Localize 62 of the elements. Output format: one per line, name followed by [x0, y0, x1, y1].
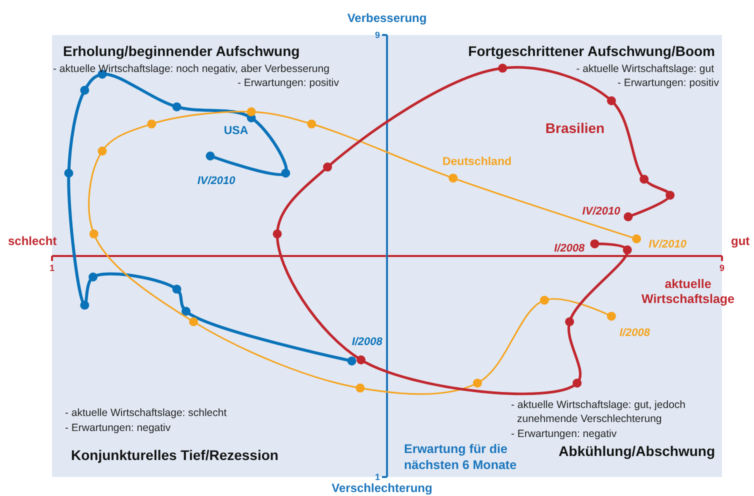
- text: Verschlechterung: [332, 481, 432, 495]
- point: [80, 300, 90, 310]
- annotation: I/2008: [619, 327, 651, 340]
- point: [356, 384, 365, 393]
- annotation: - Erwartungen: positiv: [617, 77, 720, 89]
- point: [540, 296, 549, 305]
- annotation: IV/2010: [582, 206, 622, 218]
- point: [189, 317, 198, 326]
- point: [172, 102, 182, 112]
- annotation: Erholung/beginnender Aufschwung: [63, 43, 300, 59]
- annotation: - aktuelle Wirtschaftslage: gut: [576, 63, 714, 75]
- point: [98, 146, 107, 156]
- annotation: IV/2010: [197, 174, 236, 187]
- point: [640, 174, 649, 184]
- point: [472, 378, 482, 388]
- point: [323, 162, 332, 172]
- point: [624, 212, 633, 222]
- annotation: - aktuelle Wirtschaftslage: gut, jedoch: [511, 399, 686, 411]
- point: [206, 151, 215, 160]
- annotation: I/2008: [352, 336, 384, 348]
- point: [281, 168, 290, 178]
- point: [498, 64, 508, 73]
- annotation: schlecht: [8, 234, 57, 248]
- annotation: - Erwartungen: negativ: [65, 422, 172, 434]
- point: [307, 119, 316, 128]
- point: [622, 245, 632, 254]
- annotation: Konjunkturelles Tief/Rezession: [71, 447, 278, 463]
- annotation: - aktuelle Wirtschaftslage: schlecht: [65, 407, 227, 419]
- y-axis-title: Erwartung für die nächsten 6 Monate: [404, 442, 517, 472]
- series-label: USA: [224, 125, 248, 137]
- text: Verbesserung: [347, 11, 427, 25]
- point: [88, 272, 98, 282]
- series-label: Brasilien: [545, 120, 605, 136]
- point: [632, 234, 642, 244]
- point: [147, 119, 156, 128]
- point: [448, 174, 458, 183]
- point: [590, 239, 600, 248]
- annotation: - Erwartungen: negativ: [511, 428, 618, 440]
- point: [182, 306, 190, 316]
- point: [565, 317, 574, 326]
- x-axis-title: aktuelle Wirtschaftslage: [642, 277, 735, 306]
- point: [172, 284, 182, 294]
- annotation: - Erwartungen: positiv: [237, 77, 340, 89]
- point: [572, 378, 582, 388]
- annotation: - aktuelle Wirtschaftslage: noch negativ, aber Verbesserung: [53, 63, 330, 75]
- point: [64, 168, 74, 178]
- annotation: Fortgeschrittener Aufschwung/Boom: [468, 43, 715, 59]
- point: [246, 107, 256, 116]
- point: [606, 96, 616, 106]
- point: [347, 356, 356, 366]
- point: [666, 190, 675, 200]
- annotation: I/2008: [554, 242, 586, 255]
- point: [80, 86, 90, 95]
- point: [89, 229, 98, 238]
- annotation: Abkühlung/Abschwung: [558, 443, 715, 459]
- annotation: IV/2010: [648, 238, 688, 251]
- annotation: zunehmende Verschlechterung: [517, 413, 662, 425]
- series-label: Deutschland: [442, 156, 512, 168]
- text: gut: [731, 234, 750, 248]
- point: [606, 312, 616, 321]
- point: [356, 355, 366, 364]
- point: [272, 229, 282, 238]
